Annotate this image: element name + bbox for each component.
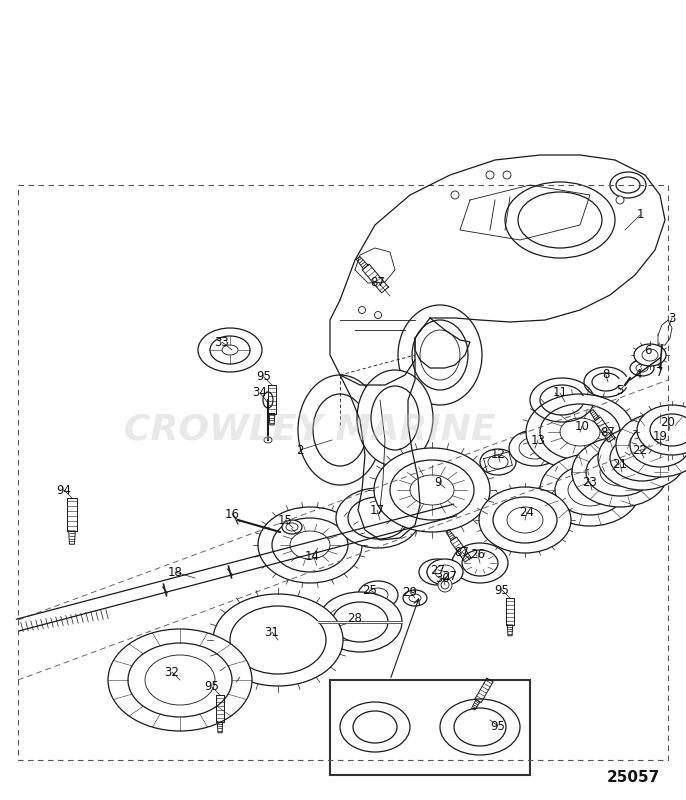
- Ellipse shape: [505, 182, 615, 258]
- Ellipse shape: [452, 543, 508, 583]
- Text: 27: 27: [442, 570, 458, 583]
- Text: 19: 19: [652, 430, 667, 443]
- Text: 31: 31: [265, 626, 279, 638]
- Text: 33: 33: [215, 335, 229, 349]
- Text: 25: 25: [363, 583, 377, 597]
- Ellipse shape: [358, 581, 398, 609]
- Text: 2: 2: [296, 443, 304, 457]
- Text: 26: 26: [471, 549, 486, 562]
- Text: 18: 18: [167, 566, 182, 578]
- Ellipse shape: [374, 448, 490, 532]
- Ellipse shape: [555, 465, 625, 515]
- Text: 13: 13: [530, 434, 545, 446]
- Ellipse shape: [318, 592, 402, 652]
- Ellipse shape: [427, 559, 463, 585]
- FancyBboxPatch shape: [330, 680, 530, 775]
- Ellipse shape: [480, 449, 516, 475]
- Ellipse shape: [403, 590, 427, 606]
- Text: 95: 95: [257, 370, 272, 383]
- Text: 32: 32: [165, 666, 180, 678]
- Text: 6: 6: [644, 343, 652, 357]
- Text: 28: 28: [348, 611, 362, 625]
- Ellipse shape: [634, 344, 666, 366]
- Ellipse shape: [419, 559, 455, 585]
- Ellipse shape: [128, 643, 232, 717]
- Ellipse shape: [509, 430, 561, 466]
- Text: 95: 95: [490, 719, 506, 733]
- Circle shape: [503, 171, 511, 179]
- Text: 5: 5: [616, 383, 624, 397]
- Ellipse shape: [610, 172, 646, 198]
- Text: 20: 20: [661, 415, 676, 429]
- Ellipse shape: [258, 507, 362, 583]
- Text: 10: 10: [575, 419, 589, 433]
- Ellipse shape: [540, 454, 640, 526]
- Ellipse shape: [108, 629, 252, 731]
- Text: 8: 8: [602, 369, 610, 382]
- Ellipse shape: [213, 594, 343, 686]
- Text: 94: 94: [56, 483, 71, 497]
- Ellipse shape: [630, 423, 686, 467]
- Text: 27: 27: [431, 563, 445, 577]
- Circle shape: [438, 578, 452, 592]
- Ellipse shape: [198, 328, 262, 372]
- Text: 1: 1: [636, 209, 643, 222]
- Text: 9: 9: [434, 475, 442, 489]
- Text: CROWLEY MARINE: CROWLEY MARINE: [124, 413, 496, 447]
- Text: 95: 95: [204, 681, 220, 694]
- Ellipse shape: [298, 375, 382, 485]
- Text: 3: 3: [668, 311, 676, 325]
- Ellipse shape: [572, 437, 668, 507]
- Ellipse shape: [340, 702, 410, 752]
- Text: 87: 87: [370, 275, 386, 289]
- Text: 95: 95: [495, 583, 510, 597]
- Text: 22: 22: [632, 443, 648, 457]
- Text: 15: 15: [278, 514, 292, 526]
- Ellipse shape: [637, 405, 686, 455]
- Text: 87: 87: [600, 426, 615, 438]
- Text: 21: 21: [613, 458, 628, 470]
- Circle shape: [486, 171, 494, 179]
- Text: 17: 17: [370, 503, 384, 517]
- Ellipse shape: [598, 426, 686, 490]
- Text: 25057: 25057: [606, 770, 660, 785]
- Text: 29: 29: [403, 586, 418, 598]
- Text: 12: 12: [490, 449, 506, 462]
- Ellipse shape: [282, 520, 302, 534]
- Text: 14: 14: [305, 550, 320, 563]
- Text: 11: 11: [552, 386, 567, 399]
- Ellipse shape: [616, 413, 686, 477]
- Circle shape: [616, 196, 624, 204]
- Circle shape: [451, 191, 459, 199]
- Ellipse shape: [586, 448, 654, 496]
- Text: 34: 34: [252, 386, 268, 399]
- Ellipse shape: [526, 394, 634, 470]
- Ellipse shape: [357, 370, 433, 466]
- Ellipse shape: [479, 487, 571, 553]
- Text: 87: 87: [455, 546, 469, 558]
- Ellipse shape: [630, 360, 654, 376]
- Ellipse shape: [263, 392, 273, 408]
- Text: 30: 30: [436, 571, 451, 585]
- Text: 24: 24: [519, 506, 534, 518]
- Text: 4: 4: [635, 369, 641, 382]
- Text: 23: 23: [582, 475, 598, 489]
- Ellipse shape: [440, 699, 520, 755]
- Text: 16: 16: [224, 507, 239, 521]
- Ellipse shape: [336, 488, 420, 548]
- Ellipse shape: [398, 305, 482, 405]
- Text: 7: 7: [657, 366, 664, 378]
